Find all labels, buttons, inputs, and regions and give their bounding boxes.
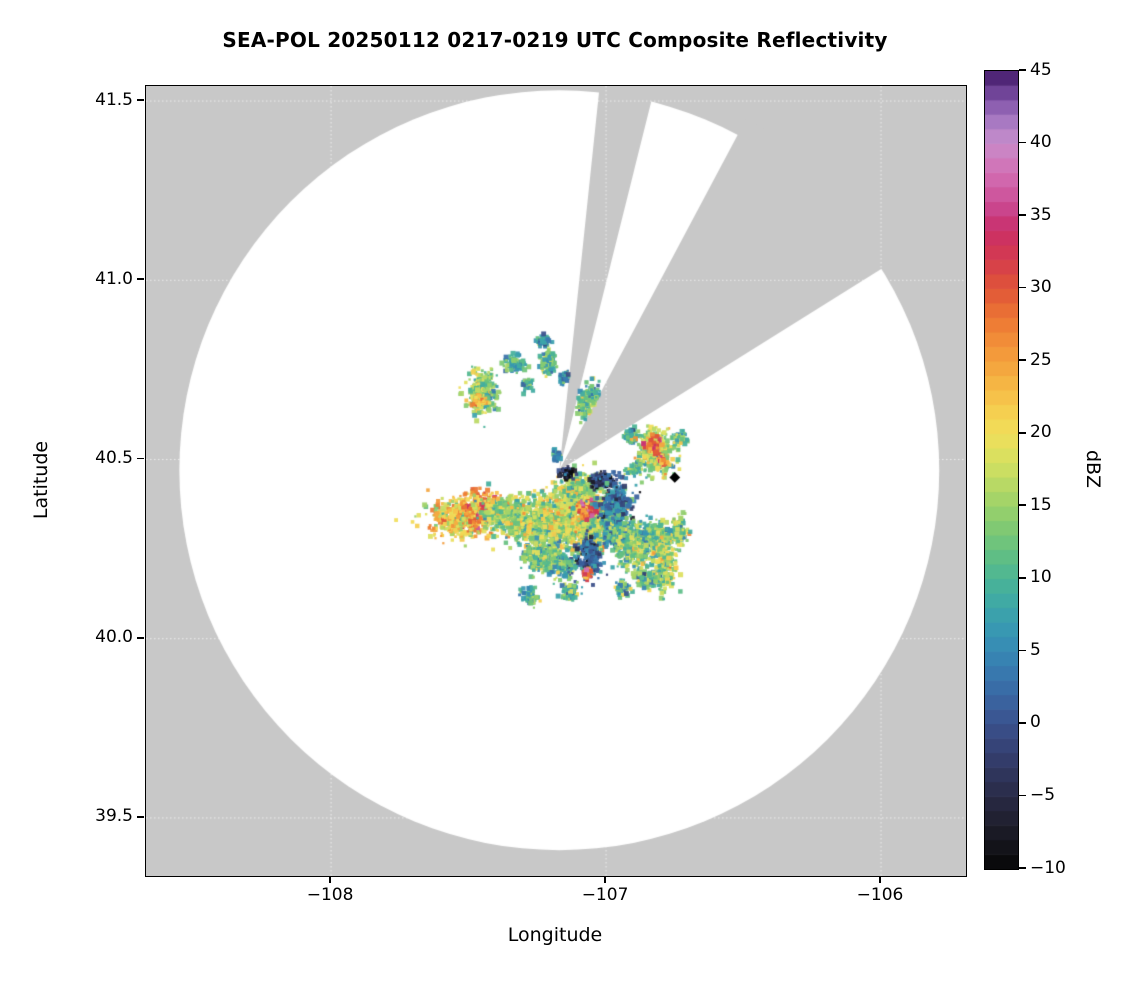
colorbar-tick-mark [1019, 359, 1026, 361]
colorbar-tick-mark [1019, 794, 1026, 797]
y-tick-mark [137, 99, 144, 101]
colorbar-tick-mark [1019, 722, 1026, 724]
x-tick-label: −107 [581, 885, 629, 905]
y-tick-mark [137, 457, 144, 460]
x-tick-mark [879, 876, 881, 883]
y-tick-label: 40.0 [95, 627, 133, 648]
x-axis-label: Longitude [507, 924, 603, 946]
y-tick-label: 41.0 [95, 268, 133, 289]
colorbar-tick-label: 10 [1030, 567, 1052, 588]
x-tick-mark [604, 876, 606, 883]
colorbar-tick-mark [1019, 867, 1026, 869]
y-tick-label: 39.5 [95, 806, 133, 827]
y-tick-mark [137, 278, 144, 281]
colorbar-tick-mark [1019, 504, 1026, 507]
colorbar-tick-mark [1019, 649, 1026, 652]
colorbar-tick-mark [1019, 577, 1026, 579]
colorbar-tick-mark [1019, 141, 1026, 144]
plot-area [145, 85, 967, 877]
colorbar-unit-label: dBZ [1082, 449, 1104, 489]
y-axis-label: Latitude [30, 440, 52, 520]
chart-title: SEA-POL 20250112 0217-0219 UTC Composite… [222, 28, 888, 52]
y-tick-mark [137, 636, 144, 639]
colorbar-tick-label: −5 [1030, 784, 1056, 805]
colorbar-tick-label: 15 [1030, 494, 1052, 515]
colorbar-tick-label: 25 [1030, 349, 1052, 370]
colorbar-tick-mark [1019, 214, 1026, 216]
colorbar-tick-label: 0 [1030, 712, 1041, 733]
colorbar [984, 70, 1019, 870]
colorbar-tick-mark [1019, 69, 1026, 71]
colorbar-tick-label: 40 [1030, 132, 1052, 153]
colorbar-tick-label: 5 [1030, 639, 1041, 660]
x-tick-label: −108 [306, 885, 354, 905]
radar-map-canvas [146, 86, 966, 876]
colorbar-tick-label: −10 [1030, 857, 1066, 878]
y-tick-label: 41.5 [95, 89, 133, 110]
colorbar-tick-label: 45 [1030, 59, 1052, 80]
colorbar-tick-mark [1019, 286, 1026, 289]
y-tick-mark [137, 816, 144, 818]
colorbar-gradient-canvas [985, 71, 1018, 869]
x-tick-mark [329, 876, 331, 883]
y-tick-label: 40.5 [95, 447, 133, 468]
colorbar-tick-label: 35 [1030, 204, 1052, 225]
colorbar-tick-label: 20 [1030, 422, 1052, 443]
x-tick-label: −106 [856, 885, 904, 905]
colorbar-tick-mark [1019, 431, 1026, 434]
colorbar-tick-label: 30 [1030, 277, 1052, 298]
